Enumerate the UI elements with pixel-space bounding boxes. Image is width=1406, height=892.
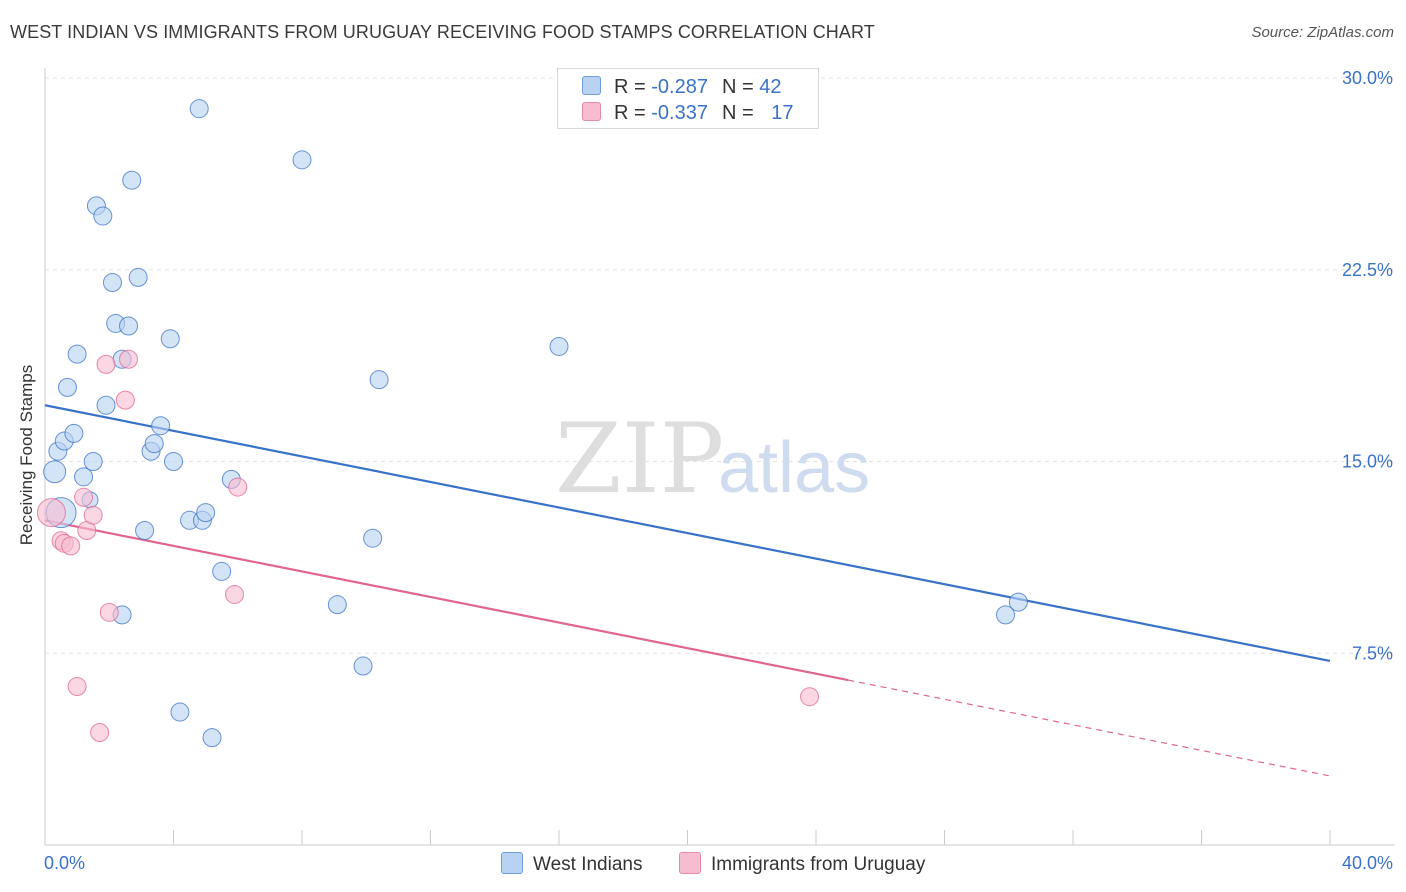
legend-r-label: R =: [614, 102, 652, 124]
west-indian-point: [363, 528, 383, 548]
west-indian-point: [122, 170, 142, 190]
stats-legend: R = -0.287 N = 42 R = -0.337 N = 17: [557, 68, 819, 129]
trend-lines: [44, 404, 1331, 777]
chart-source: Source: ZipAtlas.com: [1251, 24, 1394, 41]
trend-line-1: [44, 519, 849, 682]
legend-label-west-indians: West Indians: [533, 854, 643, 875]
west-indian-point: [74, 467, 94, 487]
legend-r-value: -0.337: [651, 102, 708, 124]
west-indian-point: [151, 416, 171, 436]
y-tick-labels: 7.5% 15.0% 22.5% 30.0%: [1342, 68, 1393, 663]
x-tick-label-right: 40.0%: [1342, 853, 1393, 873]
west-indian-point: [83, 452, 103, 471]
west-indian-point: [353, 656, 373, 676]
data-points: [36, 99, 1028, 748]
uruguay-point: [36, 498, 66, 528]
legend-item-west-indians: West Indians: [501, 852, 642, 876]
west-indian-point: [369, 370, 389, 390]
y-tick-label: 7.5%: [1352, 643, 1393, 663]
west-indian-point: [160, 329, 180, 349]
legend-label-uruguay: Immigrants from Uruguay: [711, 854, 926, 875]
west-indian-point: [549, 336, 569, 356]
uruguay-point: [67, 676, 87, 696]
legend-row-west-indians: R = -0.287 N = 42: [582, 76, 781, 98]
legend-r-value: -0.287: [651, 76, 708, 98]
uruguay-point: [99, 602, 119, 622]
west-indian-point: [64, 423, 84, 443]
west-indian-point: [119, 316, 139, 336]
west-indian-point: [996, 605, 1016, 625]
y-tick-label: 22.5%: [1342, 260, 1393, 280]
uruguay-point: [96, 354, 116, 374]
uruguay-point: [74, 487, 94, 507]
uruguay-point: [90, 723, 110, 743]
legend-row-uruguay: R = -0.337 N = 17: [582, 102, 793, 124]
legend-r-label: R =: [614, 76, 652, 98]
west-indian-point: [196, 503, 216, 523]
west-indian-point: [164, 452, 183, 471]
west-indian-point: [1008, 592, 1028, 612]
west-indian-point: [189, 99, 209, 119]
west-indian-point: [128, 267, 148, 287]
y-tick-label: 15.0%: [1342, 452, 1393, 472]
west-indian-point: [327, 595, 347, 615]
uruguay-point: [61, 536, 81, 556]
series-legend: West Indians Immigrants from Uruguay: [0, 852, 1406, 878]
axes: [44, 68, 1395, 846]
gridlines: [45, 77, 1395, 654]
trend-line-extension-1: [848, 679, 1331, 777]
legend-n-label: N =: [721, 76, 760, 98]
uruguay-point: [228, 477, 248, 497]
west-indian-point: [212, 561, 232, 581]
legend-swatch-pink: [582, 102, 601, 121]
chart-title: WEST INDIAN VS IMMIGRANTS FROM URUGUAY R…: [10, 22, 875, 42]
west-indian-point: [292, 150, 312, 170]
legend-item-uruguay: Immigrants from Uruguay: [679, 852, 925, 876]
west-indian-point: [43, 460, 67, 484]
uruguay-point: [800, 687, 820, 707]
watermark-zip: ZIP: [555, 403, 724, 515]
legend-n-label: N =: [721, 102, 760, 124]
uruguay-point: [225, 584, 245, 604]
west-indian-point: [144, 434, 164, 454]
west-indian-point: [170, 702, 190, 722]
legend-n-value: 42: [759, 76, 782, 98]
watermark-atlas: atlas: [718, 428, 870, 508]
y-tick-label: 30.0%: [1342, 68, 1393, 88]
west-indian-point: [135, 521, 155, 541]
west-indian-point: [96, 395, 116, 415]
legend-swatch-blue: [582, 76, 601, 95]
x-tick-label-left: 0.0%: [44, 853, 85, 873]
west-indian-point: [202, 728, 222, 748]
uruguay-point: [83, 505, 103, 525]
west-indian-point: [102, 273, 122, 293]
watermark: ZIP atlas: [555, 403, 870, 515]
x-tick-marks: [44, 830, 1331, 845]
legend-n-value: 17: [771, 102, 794, 124]
west-indian-point: [93, 206, 113, 226]
west-indian-point: [57, 377, 77, 397]
uruguay-point: [119, 349, 139, 369]
legend-swatch-pink: [679, 852, 701, 874]
west-indian-point: [67, 344, 87, 364]
uruguay-point: [115, 390, 135, 410]
legend-swatch-blue: [501, 852, 523, 874]
trend-line-0: [44, 404, 1331, 662]
